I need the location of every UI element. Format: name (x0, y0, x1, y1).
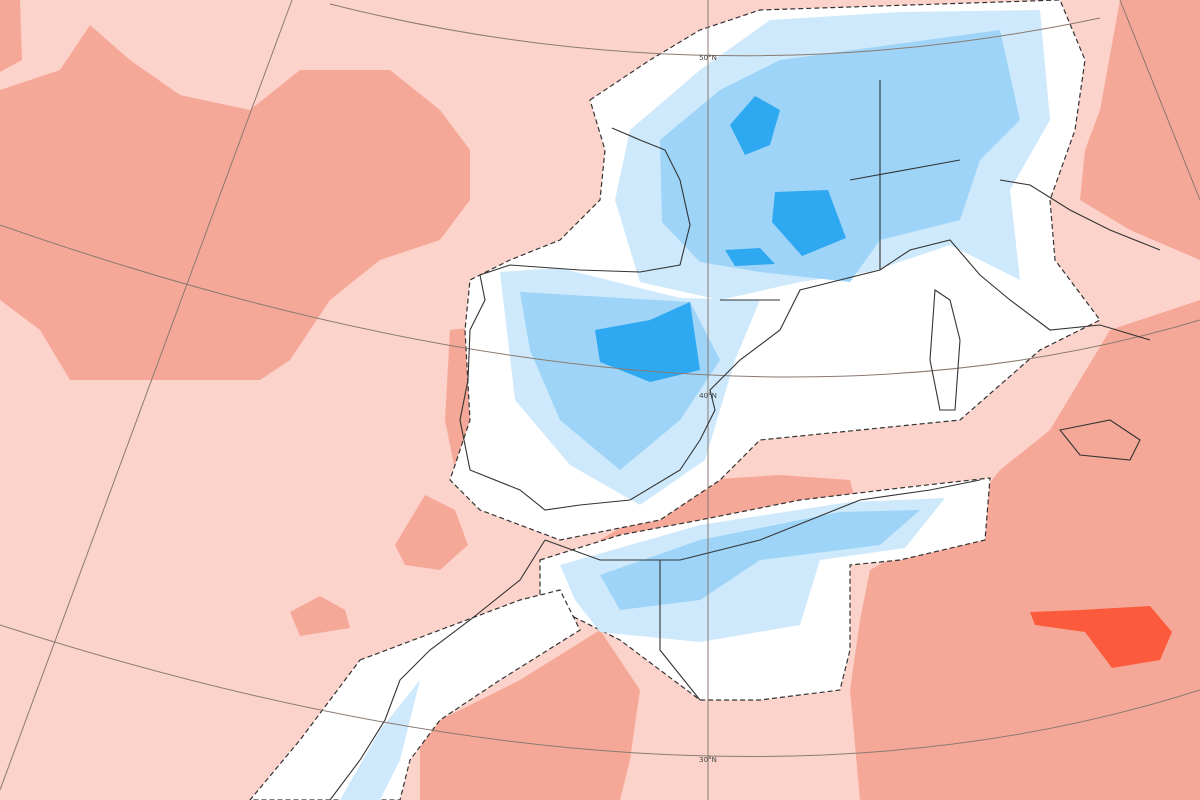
latitude-line (0, 224, 1200, 378)
border (659, 80, 961, 701)
coastline (544, 479, 981, 561)
strong-cold-area (595, 302, 700, 382)
latitude-line (329, 3, 1101, 57)
warm-area (0, 0, 22, 72)
coastline (459, 127, 1151, 511)
strong-cold-area (725, 248, 775, 266)
coastline (1059, 419, 1141, 461)
warm-area (0, 25, 470, 380)
warm-area (290, 596, 350, 636)
strong-warm-area (1030, 606, 1172, 668)
meridian (1119, 0, 1200, 201)
coastline (999, 179, 1161, 251)
warm-area (395, 495, 468, 570)
cold-area (340, 680, 420, 800)
strong-cold-area (730, 96, 780, 155)
strong-cold-area (772, 190, 846, 256)
latitude-label: 50°N (699, 54, 717, 62)
latitude-label: 40°N (699, 392, 717, 400)
cold-area (600, 510, 920, 610)
warm-area (850, 300, 1200, 800)
latitude-line (0, 624, 1200, 757)
warm-area (1080, 0, 1200, 260)
coastline (329, 539, 546, 800)
warm-area (420, 630, 640, 800)
coastline (929, 289, 961, 411)
cold-area (660, 30, 1020, 282)
meridian (0, 0, 293, 791)
latitude-label: 30°N (699, 756, 717, 764)
